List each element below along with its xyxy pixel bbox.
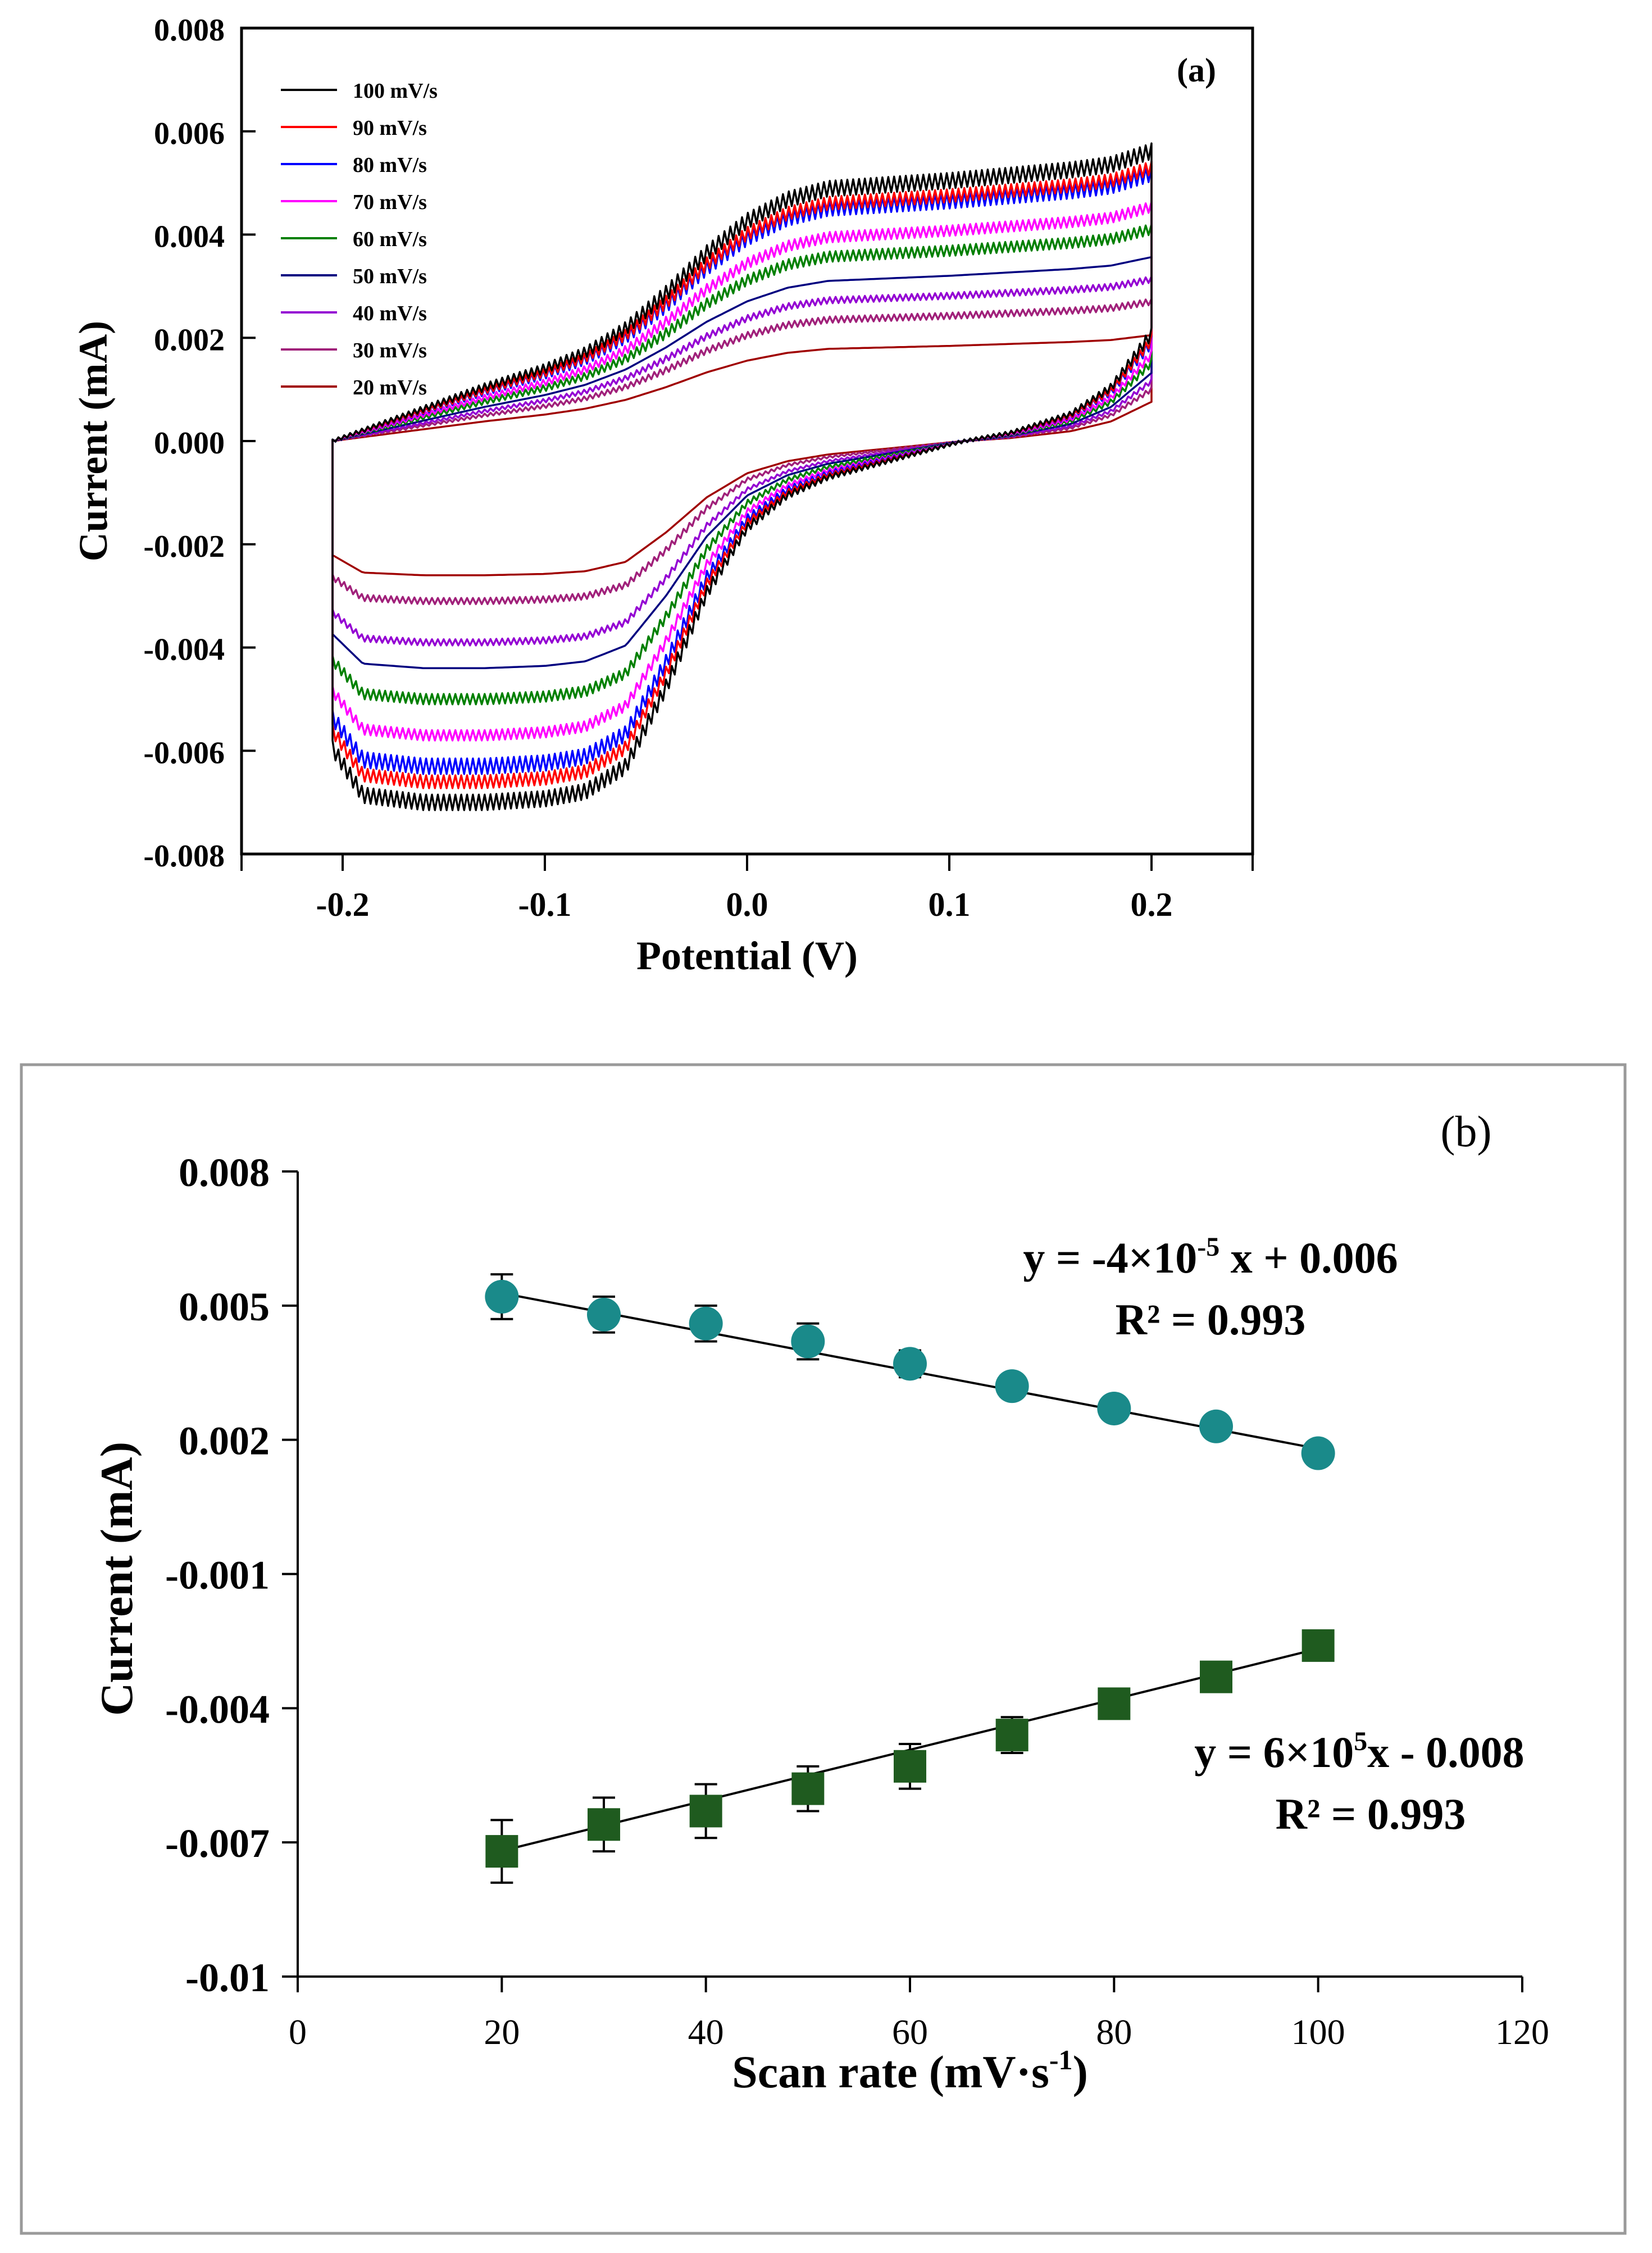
cathodic-point (1301, 1629, 1335, 1662)
y-tick-label: 0.004 (154, 220, 225, 255)
y-tick-label: -0.004 (143, 633, 225, 667)
anodic-point (791, 1324, 825, 1359)
legend-label: 100 mV/s (353, 79, 438, 103)
y-tick-label: -0.002 (143, 529, 225, 564)
legend-label: 60 mV/s (353, 228, 427, 251)
legend-label: 20 mV/s (353, 376, 427, 399)
legend-label: 80 mV/s (353, 153, 427, 177)
y-axis-label: Current (mA) (91, 1442, 142, 1716)
anodic-point (995, 1369, 1029, 1403)
x-tick-label: 0.1 (929, 886, 971, 923)
y-tick-label: 0.000 (154, 426, 225, 461)
x-tick-label: 120 (1495, 2012, 1549, 2052)
cv-curves (331, 142, 1153, 811)
x-axis-ticks: 0 20 40 60 80 100 120 (289, 1977, 1549, 2052)
anodic-point (893, 1347, 927, 1381)
legend-label: 90 mV/s (353, 116, 427, 140)
cathodic-point (791, 1772, 825, 1805)
anodic-point (1199, 1409, 1233, 1443)
cv-curve-series (331, 256, 1153, 670)
cv-curve-series (331, 275, 1153, 647)
x-tick-label: 0 (289, 2012, 307, 2052)
x-axis-ticks: -0.2 -0.1 0.0 0.1 0.2 (240, 854, 1254, 923)
cv-chart-panel-a: 0.008 0.006 0.004 0.002 0.000 -0.002 -0.004 -0.… (71, 13, 1254, 978)
y-tick-label: -0.007 (165, 1821, 270, 1866)
y-axis-ticks: 0.008 0.006 0.004 0.002 0.000 -0.002 -0.004 -0.… (143, 13, 256, 874)
y-tick-label: -0.01 (185, 1955, 270, 2000)
cv-curve-series (331, 223, 1153, 706)
anodic-r-squared: R² = 0.993 (1116, 1295, 1306, 1344)
y-axis-label: Current (mA) (71, 321, 116, 562)
anodic-point (587, 1297, 621, 1332)
y-tick-label: 0.008 (154, 13, 225, 48)
anodic-point (1097, 1391, 1131, 1425)
anodic-point (485, 1279, 519, 1314)
y-tick-label: 0.002 (154, 322, 225, 357)
x-tick-label: -0.2 (316, 886, 370, 923)
cathodic-point (1200, 1660, 1232, 1693)
x-tick-label: 100 (1291, 2012, 1345, 2052)
y-tick-label: 0.005 (179, 1284, 270, 1329)
y-tick-label: 0.008 (179, 1150, 270, 1195)
x-tick-label: 0.0 (726, 886, 768, 923)
cathodic-point (894, 1750, 926, 1783)
anodic-point (1301, 1436, 1335, 1470)
panel-b-border (20, 1063, 1627, 2235)
y-tick-label: 0.006 (154, 116, 225, 151)
x-tick-label: 60 (892, 2012, 928, 2052)
y-axis-ticks: 0.008 0.005 0.002 -0.001 -0.004 -0.007 -0.01 (165, 1150, 298, 2000)
legend-label: 50 mV/s (353, 265, 427, 288)
cathodic-point (1098, 1687, 1131, 1720)
cv-curve-series (331, 201, 1153, 742)
x-tick-label: 0.2 (1131, 886, 1173, 923)
cv-curve-series (331, 142, 1153, 811)
anodic-point (689, 1306, 723, 1341)
legend: 100 mV/s 90 mV/s 80 mV/s 70 mV/s 60 mV/s 50 m… (281, 79, 438, 399)
y-tick-label: -0.006 (143, 735, 225, 770)
x-tick-label: -0.1 (518, 886, 572, 923)
panel-label: (b) (1441, 1107, 1492, 1156)
x-tick-label: 80 (1096, 2012, 1132, 2052)
x-axis-label: Scan rate (mV·s-1) (732, 2044, 1088, 2097)
y-tick-label: -0.008 (143, 839, 225, 874)
cv-curve-series (331, 160, 1153, 789)
y-tick-label: 0.002 (179, 1419, 270, 1464)
anodic-equation: y = -4×10-5 x + 0.006 (1023, 1232, 1398, 1282)
legend-label: 30 mV/s (353, 339, 427, 362)
cathodic-r-squared: R² = 0.993 (1276, 1789, 1466, 1838)
panel-label: (a) (1177, 52, 1216, 89)
cv-curve-series (331, 297, 1153, 606)
cathodic-point (995, 1719, 1028, 1752)
y-tick-label: -0.001 (165, 1553, 270, 1598)
cathodic-equation: y = 6×105x - 0.008 (1194, 1727, 1524, 1777)
cathodic-point (588, 1808, 620, 1841)
cathodic-point (689, 1795, 722, 1828)
legend-label: 70 mV/s (353, 190, 427, 214)
legend-label: 40 mV/s (353, 302, 427, 325)
data-points (485, 1279, 1335, 1868)
y-tick-label: -0.004 (165, 1687, 270, 1732)
x-tick-label: 20 (484, 2012, 520, 2052)
cathodic-point (485, 1835, 518, 1868)
x-tick-label: 40 (688, 2012, 724, 2052)
x-axis-label: Potential (V) (636, 933, 858, 978)
cv-curve-series (331, 334, 1153, 576)
